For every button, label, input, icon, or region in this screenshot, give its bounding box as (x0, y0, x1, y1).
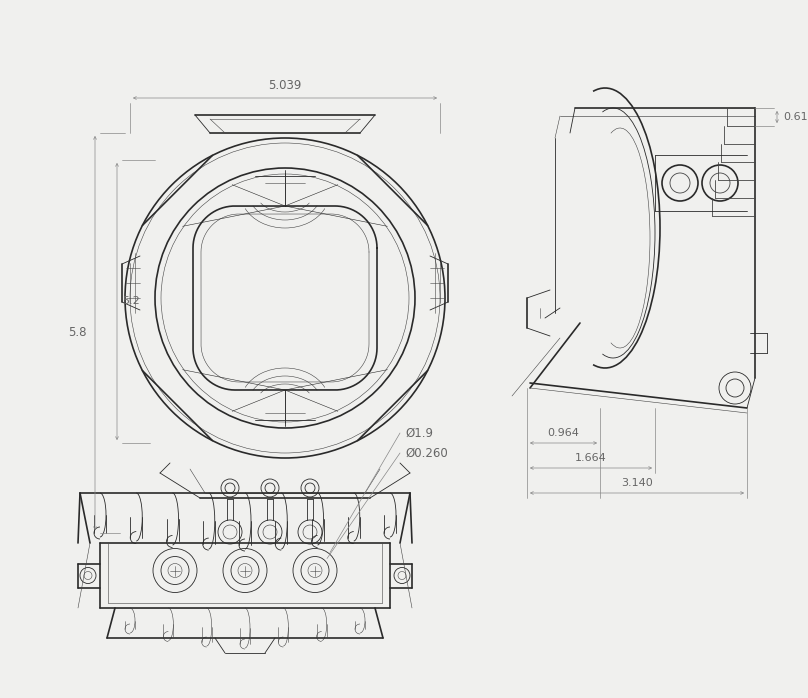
Text: 5.8: 5.8 (69, 327, 87, 339)
Text: 1.664: 1.664 (575, 453, 607, 463)
Text: 0.964: 0.964 (548, 428, 579, 438)
Text: Ø0.260: Ø0.260 (405, 447, 448, 459)
Text: Ø1.9: Ø1.9 (405, 426, 433, 440)
Text: 5.039: 5.039 (268, 79, 301, 92)
Text: 5.2: 5.2 (122, 297, 140, 306)
Text: 0.610: 0.610 (783, 112, 808, 122)
Text: 3.140: 3.140 (621, 478, 653, 488)
